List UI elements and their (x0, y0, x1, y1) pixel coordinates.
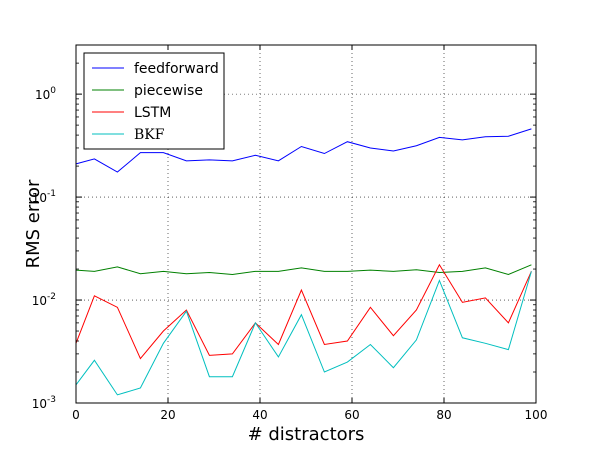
series-line-lstm (75, 263, 532, 360)
series-line-bkf (75, 271, 532, 396)
y-tick-label: 10-1 (32, 189, 56, 205)
y-tick-label: 100 (35, 86, 56, 102)
legend: feedforward piecewise LSTM BKF (83, 52, 225, 150)
y-tick-exponent: 0 (50, 86, 56, 96)
legend-box (83, 52, 225, 150)
y-tick-base: 10 (32, 397, 47, 411)
y-axis-label: RMS error (23, 179, 44, 268)
legend-label-bkf: BKF (134, 127, 165, 143)
legend-label-feedforward: feedforward (134, 61, 219, 77)
x-axis-label: # distractors (248, 424, 365, 445)
x-tick-label: 0 (72, 408, 80, 422)
y-tick-exponent: -2 (47, 292, 56, 302)
series-line-piecewise (75, 264, 532, 276)
legend-label-piecewise: piecewise (134, 83, 203, 99)
x-tick-label: 60 (344, 408, 359, 422)
series-line-feedforward (75, 128, 532, 173)
x-tick-label: 40 (252, 408, 267, 422)
y-tick-exponent: -1 (47, 189, 56, 199)
y-tick-base: 10 (35, 88, 50, 102)
y-tick-label: 10-2 (32, 292, 56, 308)
legend-label-lstm: LSTM (134, 105, 171, 121)
y-tick-base: 10 (32, 191, 47, 205)
x-tick-label: 20 (160, 408, 175, 422)
y-tick-exponent: -3 (47, 395, 56, 405)
x-tick-label: 100 (525, 408, 548, 422)
y-tick-label: 10-3 (32, 395, 56, 411)
series-layer (75, 128, 532, 396)
y-tick-base: 10 (32, 294, 47, 308)
plot-frame (75, 44, 537, 404)
x-tick-label: 80 (436, 408, 451, 422)
